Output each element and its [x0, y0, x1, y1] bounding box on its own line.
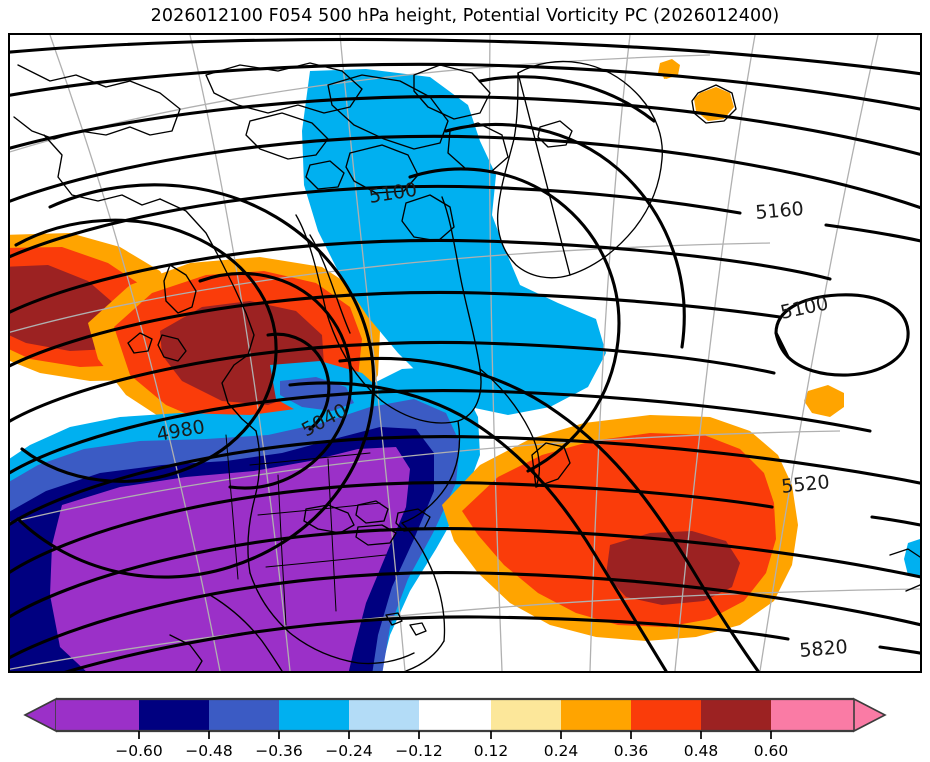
colorbar-band-purple: [56, 699, 139, 731]
colorbar-tick-label: 0.36: [614, 742, 649, 760]
colorbar-band-cyan: [279, 699, 349, 731]
colorbar-tick-label: −0.12: [395, 742, 443, 760]
colorbar-band-orange: [561, 699, 631, 731]
colorbar-svg: −0.60 −0.48 −0.36 −0.24 −0.12 0.12 0.24 …: [23, 697, 887, 760]
colorbar-tick-label: −0.36: [255, 742, 303, 760]
colorbar-tick-labels: −0.60 −0.48 −0.36 −0.24 −0.12 0.12 0.24 …: [115, 742, 788, 760]
contour-label-5520: 5520: [780, 471, 830, 498]
colorbar-tick-label: 0.24: [544, 742, 579, 760]
colorbar-band-pink: [771, 699, 854, 731]
contour-label-5820: 5820: [799, 636, 849, 662]
page-title: 2026012100 F054 500 hPa height, Potentia…: [150, 6, 780, 26]
colorbar-tick-label: −0.48: [185, 742, 233, 760]
height-contour-layer: [10, 37, 920, 671]
shade-azores-positive: [804, 385, 844, 417]
colorbar-under-arrow: [23, 697, 57, 733]
colorbar-tick-label: 0.48: [684, 742, 719, 760]
colorbar: −0.60 −0.48 −0.36 −0.24 −0.12 0.12 0.24 …: [0, 694, 930, 760]
weather-map: 5100 5160 5100 4980 5040 5520 5820: [10, 35, 920, 671]
colorbar-ticks: [138, 731, 772, 739]
colorbar-band-dark-red: [701, 699, 771, 731]
colorbar-band-royal-blue: [209, 699, 279, 731]
colorbar-tick-label: 0.12: [474, 742, 509, 760]
map-plot-area: 5100 5160 5100 4980 5040 5520 5820: [8, 33, 922, 673]
colorbar-tick-label: 0.60: [754, 742, 789, 760]
colorbar-bands: [23, 697, 887, 733]
colorbar-tick-label: −0.60: [115, 742, 163, 760]
colorbar-over-arrow: [853, 697, 887, 733]
colorbar-band-pale-yellow: [491, 699, 561, 731]
colorbar-band-light-blue: [349, 699, 419, 731]
colorbar-band-red-orange: [631, 699, 701, 731]
colorbar-band-white: [419, 699, 491, 731]
colorbar-tick-label: −0.24: [325, 742, 373, 760]
colorbar-band-navy: [139, 699, 209, 731]
contour-label-5160: 5160: [755, 198, 805, 224]
